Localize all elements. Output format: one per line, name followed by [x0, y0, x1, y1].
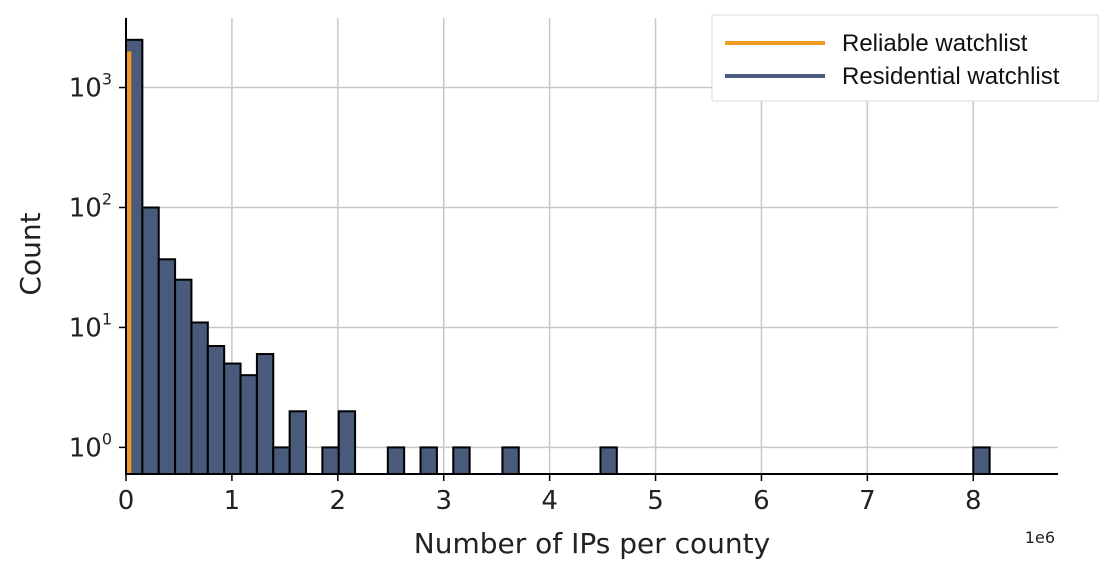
- bar: [386, 446, 406, 476]
- bar: [288, 410, 307, 475]
- bar: [255, 353, 275, 475]
- x-axis-title: Number of IPs per county: [414, 527, 770, 560]
- axes: [125, 18, 1058, 475]
- x-axis-offset-label: 1e6: [1025, 528, 1055, 547]
- y-ticks: 100 101 102 103: [69, 70, 126, 463]
- x-tick-label: 1: [224, 486, 241, 516]
- bar: [141, 206, 160, 475]
- x-tick-label: 0: [118, 486, 135, 516]
- x-tick-label: 7: [859, 486, 876, 516]
- x-tick-label: 6: [753, 486, 770, 516]
- bar: [239, 374, 258, 475]
- bars: [125, 38, 991, 476]
- legend-box: [711, 14, 1099, 102]
- y-tick-label: 100: [69, 429, 112, 463]
- legend-label-residential: Residential watchlist: [842, 63, 1060, 90]
- bar: [157, 258, 177, 475]
- x-tick-label: 8: [965, 486, 982, 516]
- bar: [272, 446, 291, 476]
- legend: Reliable watchlist Residential watchlist: [711, 14, 1099, 102]
- bar: [174, 278, 193, 475]
- y-tick-label: 102: [69, 189, 112, 223]
- bar: [452, 446, 471, 476]
- y-tick-label: 101: [69, 309, 112, 343]
- bar: [337, 410, 357, 475]
- bar: [501, 446, 520, 476]
- bar: [419, 446, 438, 476]
- legend-label-reliable: Reliable watchlist: [842, 30, 1028, 57]
- bar: [223, 362, 242, 475]
- bar: [206, 345, 226, 475]
- x-tick-label: 3: [435, 486, 452, 516]
- x-tick-label: 2: [330, 486, 347, 516]
- x-tick-label: 4: [541, 486, 558, 516]
- bar: [321, 446, 340, 476]
- x-ticks: 0 1 2 3 4 5 6 7 8: [118, 474, 982, 516]
- y-axis-title: Count: [14, 212, 47, 295]
- bar: [599, 446, 618, 476]
- bar: [190, 321, 209, 475]
- bar: [972, 446, 991, 476]
- y-tick-label: 103: [69, 70, 112, 104]
- x-tick-label: 5: [647, 486, 664, 516]
- reliable-bar: [126, 51, 132, 475]
